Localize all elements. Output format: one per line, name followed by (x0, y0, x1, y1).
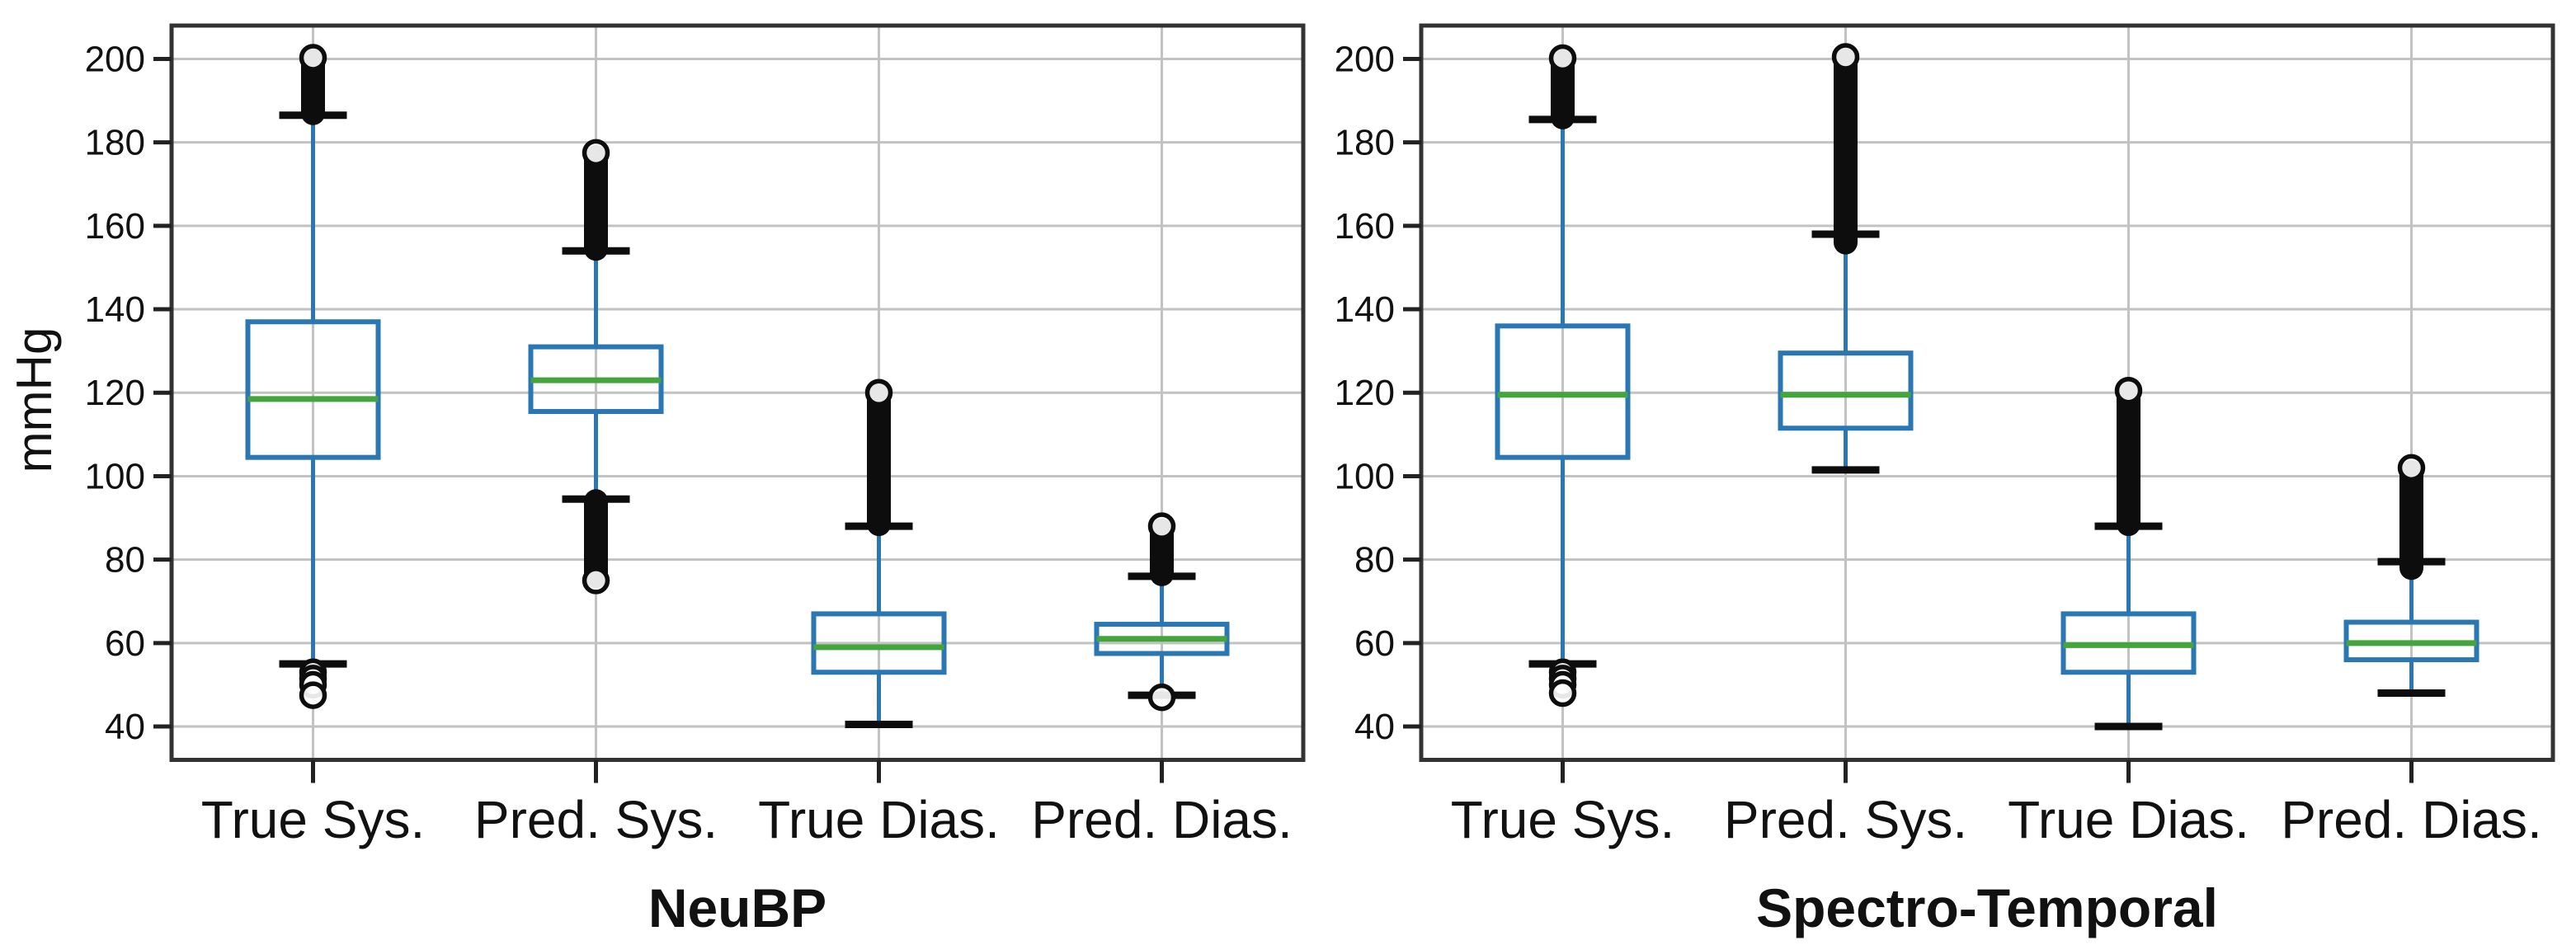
box-rect (811, 611, 947, 675)
category-label-true-sys: True Sys. (1451, 790, 1674, 849)
y-axis-label: mmHg (7, 327, 62, 473)
plot-neubp: 40 60 80 100 120 140 160 180 200 True Sys. Pred. S… (7, 23, 1306, 938)
y-tick-label: 60 (1354, 623, 1395, 664)
box-true-dias (2060, 376, 2197, 731)
outlier-circle-low (1147, 683, 1176, 712)
outlier-circle-low (582, 567, 610, 595)
plot-title-neubp: NeuBP (648, 877, 826, 938)
outlier-circle-low (1548, 679, 1577, 708)
y-tick-label: 40 (105, 707, 145, 747)
outlier-circle-high (2397, 454, 2426, 482)
y-tick-label: 60 (105, 623, 145, 664)
box-true-sys (1495, 44, 1631, 708)
box-rect (1778, 350, 1914, 431)
box-rect (245, 319, 381, 460)
category-label-true-sys: True Sys. (201, 790, 425, 849)
category-label-pred-dias: Pred. Dias. (1031, 790, 1293, 849)
outlier-circle-high (299, 44, 327, 72)
y-tick-label: 200 (1335, 39, 1395, 79)
y-tick-label: 80 (105, 540, 145, 581)
box-true-sys (245, 44, 381, 709)
y-tick-label: 160 (1335, 206, 1395, 247)
y-tick-label: 120 (1335, 373, 1395, 413)
y-tick-label: 180 (85, 123, 145, 163)
outlier-circle-high (2114, 376, 2143, 405)
plot-title-spectro-temporal: Spectro-Temporal (1756, 877, 2218, 938)
y-tick-label: 100 (1335, 456, 1395, 496)
y-tick-label: 140 (85, 289, 145, 330)
y-tick-label: 180 (1335, 123, 1395, 163)
box-pred-sys (1778, 43, 1914, 474)
category-label-pred-sys: Pred. Sys. (474, 790, 718, 849)
category-label-true-dias: True Dias. (2008, 790, 2249, 849)
box-rect (1495, 323, 1631, 460)
box-true-dias (811, 378, 947, 728)
category-label-pred-dias: Pred. Dias. (2281, 790, 2542, 849)
box-pred-sys (528, 139, 664, 595)
outlier-circle-low (299, 681, 327, 709)
y-tick-label: 80 (1354, 540, 1395, 581)
y-tick-label: 40 (1354, 707, 1395, 747)
outlier-circle-high (1831, 43, 1860, 71)
category-label-true-dias: True Dias. (758, 790, 1000, 849)
box-pred-dias (2343, 454, 2479, 698)
y-tick-label: 100 (85, 456, 145, 496)
outlier-circle-high (1548, 44, 1577, 73)
category-label-pred-sys: Pred. Sys. (1724, 790, 1967, 849)
y-tick-label: 140 (1335, 289, 1395, 330)
box-pred-dias (1094, 512, 1230, 712)
outlier-circle-high (582, 139, 610, 167)
y-tick-label: 200 (85, 39, 145, 79)
y-tick-label: 160 (85, 206, 145, 247)
y-tick-label: 120 (85, 373, 145, 413)
outlier-circle-high (864, 378, 893, 407)
outlier-circle-high (1147, 512, 1176, 540)
plot-spectro-temporal: 40 60 80 100 120 140 160 180 200 True Sys. Pred. S… (1335, 23, 2555, 938)
